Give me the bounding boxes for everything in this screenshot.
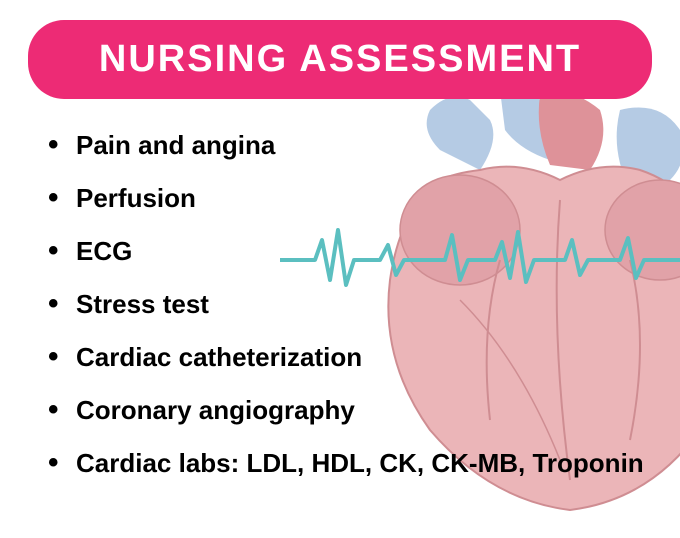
list-item: Stress test bbox=[48, 289, 660, 320]
list-item: ECG bbox=[48, 236, 660, 267]
title-banner: NURSING ASSESSMENT bbox=[28, 20, 652, 99]
list-item: Coronary angiography bbox=[48, 395, 660, 426]
list-item: Cardiac labs: LDL, HDL, CK, CK-MB, Tropo… bbox=[48, 448, 660, 479]
list-item: Cardiac catheterization bbox=[48, 342, 660, 373]
list-item: Perfusion bbox=[48, 183, 660, 214]
page-title: NURSING ASSESSMENT bbox=[99, 38, 581, 80]
assessment-list: Pain and angina Perfusion ECG Stress tes… bbox=[48, 130, 660, 501]
list-item: Pain and angina bbox=[48, 130, 660, 161]
